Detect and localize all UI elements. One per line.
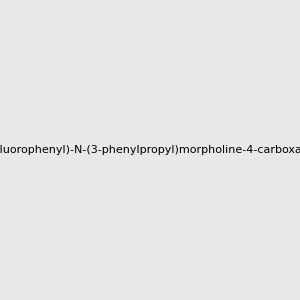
Text: 2-(4-fluorophenyl)-N-(3-phenylpropyl)morpholine-4-carboxamide: 2-(4-fluorophenyl)-N-(3-phenylpropyl)mor… [0, 145, 300, 155]
